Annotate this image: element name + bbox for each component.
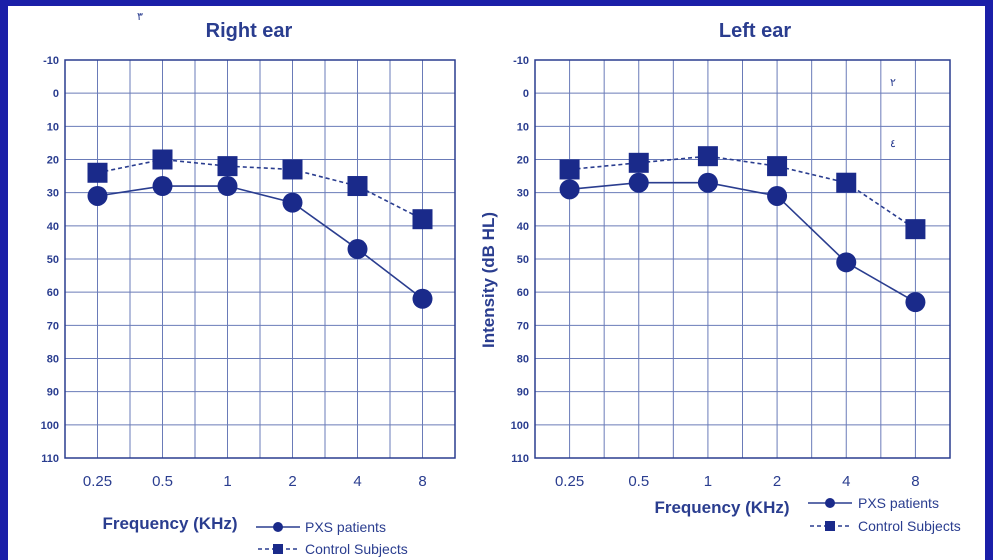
- y-tick-label: 90: [517, 387, 529, 399]
- x-tick-label: 1: [223, 473, 231, 490]
- legend-marker-control: [825, 521, 835, 531]
- data-point-circle: [628, 172, 649, 193]
- x-tick-label: 2: [773, 473, 781, 490]
- data-point-square: [152, 149, 173, 170]
- chart-title: Right ear: [206, 20, 293, 42]
- data-point-square: [767, 156, 788, 177]
- y-tick-label: -10: [513, 55, 529, 67]
- y-tick-label: 0: [523, 88, 529, 100]
- data-point-circle: [152, 176, 173, 197]
- y-tick-label: 10: [47, 121, 59, 133]
- x-tick-label: 0.25: [83, 473, 112, 490]
- legend-label-control: Control Subjects: [858, 518, 961, 534]
- legend-marker-control: [273, 544, 283, 554]
- legend-label-control: Control Subjects: [305, 541, 408, 557]
- x-tick-label: 1: [704, 473, 712, 490]
- data-point-circle: [905, 292, 926, 313]
- x-tick-label: 4: [842, 473, 850, 490]
- data-point-circle: [836, 252, 857, 273]
- data-point-square: [697, 146, 718, 167]
- x-tick-label: 4: [353, 473, 361, 490]
- y-tick-label: -10: [43, 55, 59, 67]
- data-point-circle: [347, 239, 368, 260]
- data-point-square: [87, 162, 108, 183]
- chart-title: Left ear: [719, 20, 791, 42]
- data-point-square: [836, 172, 857, 193]
- data-point-square: [347, 176, 368, 197]
- data-point-circle: [282, 192, 303, 213]
- plot-frame: [64, 59, 456, 459]
- plot-frame: [534, 59, 951, 459]
- data-point-circle: [217, 176, 238, 197]
- series-line: [97, 185, 423, 300]
- series-control-subjects: [87, 149, 433, 230]
- x-tick-label: 8: [911, 473, 919, 490]
- series-pxs-patients: [559, 172, 926, 313]
- right-ear-chart: Right ear ٣ Frequency (KHz) PXS patients…: [41, 11, 456, 557]
- legend-label-pxs: PXS patients: [858, 495, 939, 511]
- y-axis-label: Intensity (dB HL): [479, 212, 498, 348]
- y-tick-label: 80: [517, 354, 529, 366]
- data-point-square: [412, 209, 433, 230]
- series-pxs-patients: [87, 176, 433, 309]
- legend-marker-pxs: [273, 522, 283, 532]
- y-tick-label: 70: [517, 320, 529, 332]
- y-tick-label: 30: [517, 188, 529, 200]
- stray-mark: ٣: [137, 11, 143, 23]
- y-tick-label: 60: [517, 287, 529, 299]
- y-tick-label: 50: [47, 254, 59, 266]
- y-tick-label: 110: [41, 453, 59, 465]
- y-tick-label: 40: [47, 221, 59, 233]
- y-tick-label: 100: [511, 420, 529, 432]
- y-tick-label: 20: [517, 155, 529, 167]
- series-line: [569, 181, 916, 303]
- data-point-circle: [767, 185, 788, 206]
- x-axis-label: Frequency (KHz): [102, 514, 237, 533]
- y-tick-label: 20: [47, 155, 59, 167]
- x-tick-label: 0.25: [555, 473, 584, 490]
- y-tick-label: 0: [53, 88, 59, 100]
- x-tick-label: 0.5: [152, 473, 173, 490]
- y-tick-label: 60: [47, 287, 59, 299]
- x-tick-label: 0.5: [628, 473, 649, 490]
- y-tick-label: 30: [47, 188, 59, 200]
- plot-area: -10 0 10 20 30 40 50 60 70 80 90 100 110 0.25 0.5 1 2 4 8: [511, 55, 951, 490]
- plot-area: -10 0 10 20 30 40 50 60 70 80 90 100 110 0.25 0.5 1 2 4 8: [41, 55, 456, 490]
- y-tick-label: 80: [47, 354, 59, 366]
- figure-panel: [8, 6, 985, 560]
- y-tick-label: 70: [47, 320, 59, 332]
- y-tick-label: 40: [517, 221, 529, 233]
- legend-marker-pxs: [825, 498, 835, 508]
- data-point-circle: [412, 288, 433, 309]
- series-line: [569, 155, 916, 230]
- y-tick-label: 10: [517, 121, 529, 133]
- data-point-square: [559, 159, 580, 180]
- data-point-circle: [559, 179, 580, 200]
- stray-mark: ٢: [890, 77, 896, 89]
- y-tick-label: 50: [517, 254, 529, 266]
- data-point-square: [628, 152, 649, 173]
- data-point-circle: [87, 185, 108, 206]
- x-axis-label: Frequency (KHz): [654, 498, 789, 517]
- legend-label-pxs: PXS patients: [305, 519, 386, 535]
- stray-mark: ٤: [890, 138, 896, 150]
- series-control-subjects: [559, 146, 926, 240]
- data-point-square: [905, 219, 926, 240]
- data-point-circle: [697, 172, 718, 193]
- legend: PXS patients Control Subjects: [256, 519, 408, 557]
- left-ear-chart: Left ear ٢ ٤ Intensity (dB HL) Frequency…: [479, 20, 961, 534]
- data-point-square: [282, 159, 303, 180]
- y-tick-label: 110: [511, 453, 529, 465]
- x-tick-label: 8: [418, 473, 426, 490]
- legend: PXS patients Control Subjects: [808, 495, 961, 534]
- y-tick-label: 90: [47, 387, 59, 399]
- series-line: [97, 158, 423, 220]
- x-tick-label: 2: [288, 473, 296, 490]
- y-tick-label: 100: [41, 420, 59, 432]
- data-point-square: [217, 156, 238, 177]
